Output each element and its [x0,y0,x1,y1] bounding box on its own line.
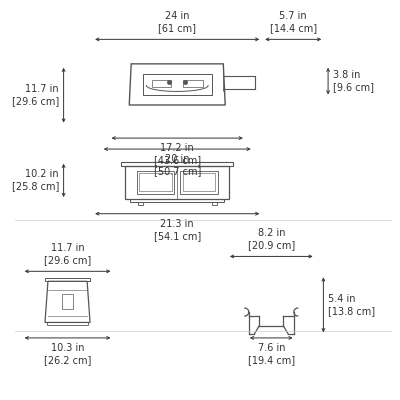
Bar [47,322,88,325]
Bar [138,202,142,205]
Text: 11.7 in
[29.6 cm]: 11.7 in [29.6 cm] [12,84,59,106]
Text: 11.7 in
[29.6 cm]: 11.7 in [29.6 cm] [44,243,91,265]
Text: 24 in
[61 cm]: 24 in [61 cm] [158,11,196,33]
Bar [152,80,171,86]
Text: 10.2 in
[25.8 cm]: 10.2 in [25.8 cm] [12,170,59,192]
Text: 10.3 in
[26.2 cm]: 10.3 in [26.2 cm] [44,343,91,365]
Bar [130,199,224,202]
Bar [183,173,216,191]
Text: 21.3 in
[54.1 cm]: 21.3 in [54.1 cm] [154,219,201,241]
Bar [180,171,218,194]
Bar [212,202,217,205]
Bar [125,166,229,199]
Bar [45,278,90,281]
Text: 20 in
[50.7 cm]: 20 in [50.7 cm] [154,154,201,176]
Bar [143,74,212,95]
Bar [139,173,172,191]
Bar [122,162,233,166]
Bar [62,294,73,309]
Text: 5.7 in
[14.4 cm]: 5.7 in [14.4 cm] [270,11,317,33]
Text: 7.6 in
[19.4 cm]: 7.6 in [19.4 cm] [248,343,295,365]
Text: 5.4 in
[13.8 cm]: 5.4 in [13.8 cm] [328,294,375,316]
Bar [183,80,203,86]
Text: 3.8 in
[9.6 cm]: 3.8 in [9.6 cm] [333,70,374,92]
Text: 17.2 in
[43.6 cm]: 17.2 in [43.6 cm] [154,143,201,165]
Text: 8.2 in
[20.9 cm]: 8.2 in [20.9 cm] [248,228,295,250]
Bar [137,171,174,194]
